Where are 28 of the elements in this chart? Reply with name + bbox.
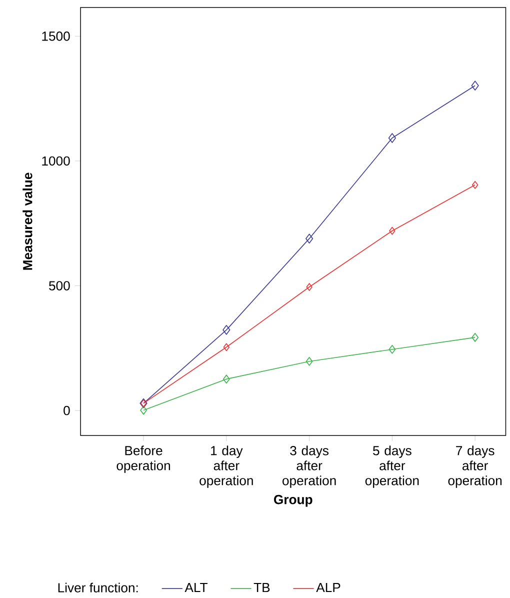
point bbox=[305, 234, 313, 244]
y-tick-label: 1500 bbox=[42, 32, 70, 41]
point bbox=[140, 406, 147, 415]
point bbox=[306, 356, 313, 366]
point bbox=[222, 325, 230, 335]
legend-label: TB bbox=[254, 583, 270, 592]
x-tick-label: Before operation bbox=[116, 446, 170, 473]
point bbox=[306, 283, 312, 291]
point bbox=[471, 332, 478, 342]
point bbox=[222, 374, 230, 384]
point bbox=[388, 226, 396, 235]
y-tick-label: 0 bbox=[63, 406, 70, 416]
x-tick-label: 3 days after operation bbox=[282, 446, 336, 488]
legend-title: Liver function: bbox=[58, 582, 138, 592]
y-tick-label: 500 bbox=[48, 281, 70, 290]
y-tick-label: 1000 bbox=[42, 156, 70, 166]
x-tick-label: 1 day after operation bbox=[199, 446, 253, 488]
point bbox=[223, 343, 230, 352]
y-axis-title: Measured value bbox=[22, 172, 32, 270]
x-tick-label: 5 days after operation bbox=[365, 446, 418, 488]
point bbox=[388, 133, 396, 143]
point bbox=[472, 180, 478, 189]
x-axis-title: Group bbox=[274, 494, 312, 507]
legend-label: ALP bbox=[316, 583, 340, 592]
x-tick-label: 7 days after operation bbox=[448, 446, 502, 488]
legend-label: ALT bbox=[184, 583, 208, 592]
point bbox=[471, 80, 479, 91]
point bbox=[388, 344, 396, 354]
